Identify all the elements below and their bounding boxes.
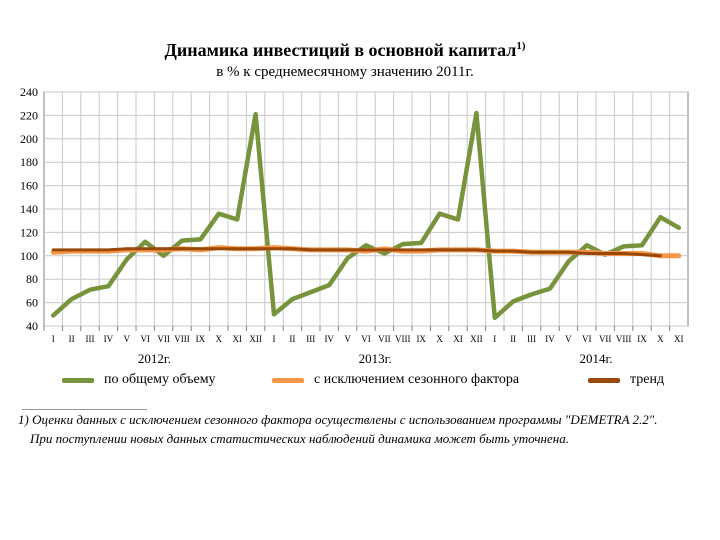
x-tick-label: II (289, 334, 295, 344)
y-tick-label: 200 (20, 132, 38, 146)
x-tick-label: III (86, 334, 95, 344)
x-tick-label: V (565, 334, 572, 344)
y-tick-label: 160 (20, 179, 38, 193)
chart-title: Динамика инвестиций в основной капитал1) (0, 40, 690, 61)
x-tick-label: IV (545, 334, 555, 344)
legend-item-trend: тренд (588, 372, 664, 388)
y-tick-label: 40 (26, 319, 38, 333)
x-tick-label: XI (232, 334, 242, 344)
x-tick-label: I (52, 334, 55, 344)
series-line-3 (51, 247, 662, 258)
legend-swatch-total (62, 377, 94, 383)
x-tick-label: VI (140, 334, 150, 344)
footnote-line-2: При поступлении новых данных статистичес… (30, 431, 569, 446)
x-tick-label: VIII (616, 334, 632, 344)
x-tick-label: VII (599, 334, 612, 344)
x-tick-label: XI (674, 334, 684, 344)
y-tick-label: 60 (26, 296, 38, 310)
y-tick-label: 240 (20, 85, 38, 99)
legend-swatch-trend (588, 377, 620, 383)
x-tick-label: III (306, 334, 315, 344)
x-tick-label: XII (249, 334, 262, 344)
x-tick-label: X (657, 334, 664, 344)
x-tick-label: VIII (174, 334, 190, 344)
x-tick-label: IV (104, 334, 114, 344)
y-tick-label: 140 (20, 202, 38, 216)
year-label: 2014г. (579, 351, 612, 366)
footnote-divider (22, 409, 147, 410)
x-tick-label: IX (196, 334, 206, 344)
x-tick-label: V (124, 334, 131, 344)
x-tick-label: II (69, 334, 75, 344)
chart-title-text: Динамика инвестиций в основной капитал (164, 40, 517, 60)
x-tick-label: X (216, 334, 223, 344)
legend-label-total: по общему объему (104, 372, 216, 387)
legend-item-total: по общему объему (62, 372, 216, 388)
series-line-1 (50, 110, 682, 321)
footnote-line-1: 1) Оценки данных с исключением сезонного… (18, 412, 658, 427)
x-tick-label: IX (637, 334, 647, 344)
x-tick-label: I (273, 334, 276, 344)
x-tick-label: VII (378, 334, 391, 344)
year-label: 2013г. (359, 351, 392, 366)
x-tick-label: VI (582, 334, 592, 344)
legend-swatch-seasonal (272, 377, 304, 383)
chart-subtitle: в % к среднемесячному значению 2011г. (216, 64, 474, 80)
footnote: 1) Оценки данных с исключением сезонного… (18, 410, 718, 448)
y-tick-label: 100 (20, 249, 38, 263)
x-tick-label: V (344, 334, 351, 344)
chart-legend: по общему объему с исключением сезонного… (0, 372, 720, 396)
legend-item-seasonal: с исключением сезонного фактора (272, 372, 519, 388)
x-tick-label: I (493, 334, 496, 344)
y-tick-label: 220 (20, 108, 38, 122)
x-tick-label: XI (453, 334, 463, 344)
y-tick-label: 180 (20, 155, 38, 169)
title-footnote-mark: 1) (516, 40, 526, 52)
x-tick-label: VII (157, 334, 170, 344)
x-tick-label: X (436, 334, 443, 344)
x-tick-label: VIII (395, 334, 411, 344)
y-tick-label: 120 (20, 225, 38, 239)
year-label: 2012г. (138, 351, 171, 366)
x-tick-label: II (510, 334, 516, 344)
x-tick-label: XII (470, 334, 483, 344)
y-tick-label: 80 (26, 272, 38, 286)
x-tick-label: VI (361, 334, 371, 344)
x-tick-label: III (527, 334, 536, 344)
x-tick-label: IX (416, 334, 426, 344)
x-tick-label: IV (324, 334, 334, 344)
legend-label-trend: тренд (630, 372, 665, 387)
legend-label-seasonal: с исключением сезонного фактора (314, 372, 520, 387)
